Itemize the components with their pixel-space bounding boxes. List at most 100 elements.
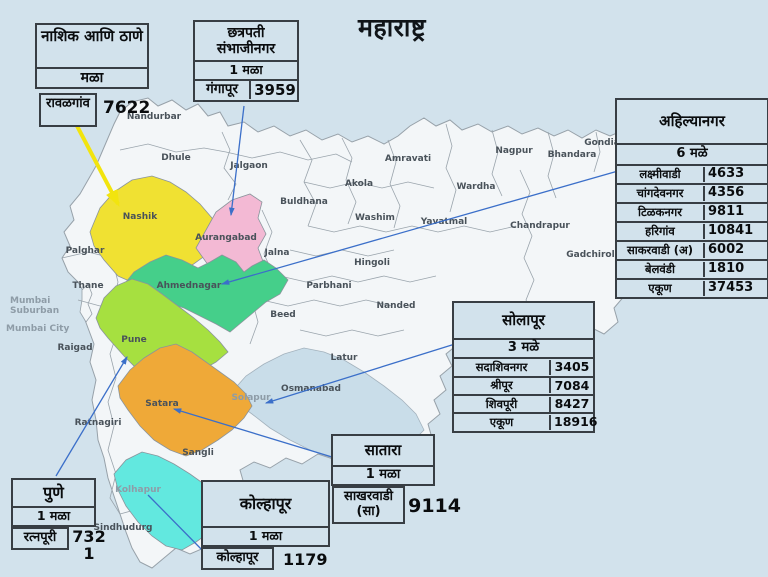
district-label-parbhani: Parbhani: [306, 281, 351, 291]
district-label-palghar: Palghar: [66, 246, 105, 256]
callout-kolhapur-row-value: 1179: [283, 549, 328, 569]
row-name: श्रीपूर: [454, 378, 551, 394]
callout-sambhajinagar-title: छत्रपती संभाजीनगर: [216, 25, 276, 58]
row-name: चांगदेवनगर: [617, 186, 705, 202]
district-label-bhandara: Bhandara: [548, 150, 597, 160]
row-name: हरिगांव: [617, 224, 705, 240]
callout-nashik-thane-row-value: 7622: [103, 98, 151, 119]
district-label-nanded: Nanded: [376, 301, 415, 311]
callout-nashik-thane-subtitle: मळा: [37, 67, 147, 87]
district-label-solapur: Solapur: [231, 393, 271, 403]
row-value: 1810: [708, 261, 745, 277]
district-label-aurangabad: Aurangabad: [195, 233, 257, 243]
district-label-pune: Pune: [121, 335, 147, 345]
district-label-yavatmal: Yavatmal: [420, 217, 468, 227]
district-label-hingoli: Hingoli: [354, 258, 390, 268]
callout-satara-subtitle: 1 मळा: [333, 465, 433, 484]
table-row: चांगदेवनगर 4356: [617, 183, 767, 202]
callout-solapur: सोलापूर 3 मळे सदाशिवनगर 3405 श्रीपूर 708…: [452, 301, 598, 433]
arrow-sambhajinagar: [229, 105, 245, 217]
table-row: एकूण 37453: [617, 278, 767, 297]
arrow-satara: [172, 408, 333, 458]
callout-kolhapur-title: कोल्हापूर: [239, 494, 292, 513]
callout-ahilyanagar: अहिल्यानगर 6 मळे लक्ष्मीवाडी 4633 चांगदे…: [615, 98, 768, 300]
district-label-raigad: Raigad: [57, 343, 92, 353]
callout-pune-row-value: 7321: [72, 526, 106, 563]
district-label-ratnagiri: Ratnagiri: [75, 418, 122, 428]
district-label-wardha: Wardha: [456, 182, 495, 192]
row-name: एकूण: [617, 281, 705, 297]
district-satara: [117, 343, 253, 457]
district-label-chandrapur: Chandrapur: [510, 221, 570, 231]
district-label-sindhudurg: Sindhudurg: [94, 523, 153, 533]
callout-ahilyanagar-title: अहिल्यानगर: [659, 112, 725, 130]
row-name: सदाशिवनगर: [454, 359, 551, 375]
arrow-solapur: [264, 343, 456, 404]
district-label-dhule: Dhule: [161, 153, 190, 163]
callout-nashik-thane: नाशिक आणि ठाणे मळा रावळगांव 7622: [35, 23, 181, 128]
row-value: 9811: [708, 204, 745, 220]
district-label-mumbai-city: Mumbai City: [6, 324, 69, 334]
district-label-nagpur: Nagpur: [495, 146, 533, 156]
callout-kolhapur-row-name: कोल्हापूर: [201, 546, 274, 570]
table-row: लक्ष्मीवाडी 4633: [617, 164, 767, 183]
row-value: 3959: [254, 80, 296, 99]
callout-satara-title: सातारा: [364, 441, 402, 459]
table-row: श्रीपूर 7084: [454, 375, 593, 394]
row-name: बेलवंडी: [617, 262, 705, 278]
callout-nashik-thane-title: नाशिक आणि ठाणे: [41, 27, 143, 45]
callout-satara-row-value: 9114: [408, 495, 461, 518]
callout-pune-subtitle: 1 मळा: [13, 506, 94, 524]
district-label-kolhapur: Kolhapur: [115, 485, 161, 495]
table-row: शिवपूरी 8427: [454, 393, 593, 412]
district-label-jalgaon: Jalgaon: [229, 161, 268, 171]
district-label-beed: Beed: [270, 310, 296, 320]
district-label-latur: Latur: [331, 353, 359, 363]
table-row: बेलवंडी 1810: [617, 259, 767, 278]
arrow-nashik-yellow: [74, 123, 120, 207]
callout-ahilyanagar-subtitle: 6 मळे: [617, 143, 767, 164]
district-label-satara: Satara: [145, 399, 178, 409]
callout-kolhapur: कोल्हापूर 1 मळा कोल्हापूर 1179: [201, 480, 333, 570]
district-label-gadchiroli: Gadchiroli: [566, 250, 618, 260]
district-label-thane: Thane: [72, 281, 103, 291]
row-name: एकूण: [454, 414, 551, 431]
row-name: साकरवाडी (अ): [617, 243, 705, 259]
callout-pune-title: पुणे: [43, 483, 64, 502]
row-value: 3405: [554, 359, 590, 375]
row-value: 6002: [708, 242, 745, 258]
row-value: 18916: [554, 414, 598, 430]
callout-kolhapur-subtitle: 1 मळा: [203, 526, 328, 544]
district-label-sangli: Sangli: [182, 448, 214, 458]
district-label-amravati: Amravati: [385, 154, 431, 164]
callout-satara-row-name: साखरवाडी (सा): [332, 486, 406, 525]
district-label-buldhana: Buldhana: [280, 197, 328, 207]
table-row: सदाशिवनगर 3405: [454, 357, 593, 375]
table-row: हरिगांव 10841: [617, 221, 767, 240]
row-name: शिवपूरी: [454, 396, 551, 412]
table-row: गंगापूर 3959: [195, 78, 297, 100]
callout-nashik-thane-row-name: रावळगांव: [39, 93, 97, 128]
table-row: साकरवाडी (अ) 6002: [617, 240, 767, 259]
callout-pune-row-name: रत्नपूरी: [11, 526, 69, 550]
district-label-jalna: Jalna: [264, 248, 290, 258]
row-name: टिळकनगर: [617, 205, 705, 221]
district-label-akola: Akola: [345, 179, 373, 189]
district-label-mumbai-suburban-1: Mumbai: [10, 296, 50, 306]
row-value: 8427: [554, 395, 590, 411]
row-value: 10841: [708, 223, 754, 239]
row-name: गंगापूर: [195, 81, 252, 99]
leader-arrows: [55, 105, 619, 555]
callout-solapur-subtitle: 3 मळे: [454, 338, 593, 357]
callout-sambhajinagar-subtitle: 1 मळा: [195, 60, 297, 78]
callout-sambhajinagar: छत्रपती संभाजीनगर 1 मळा गंगापूर 3959: [193, 20, 299, 102]
district-label-ahmednagar: Ahmednagar: [157, 281, 222, 291]
arrow-pune: [55, 355, 128, 477]
district-label-nashik: Nashik: [123, 212, 158, 222]
callout-pune: पुणे 1 मळा रत्नपूरी 7321: [11, 478, 143, 562]
row-name: लक्ष्मीवाडी: [617, 167, 705, 183]
district-solapur: [229, 347, 425, 463]
row-value: 4356: [708, 185, 745, 201]
district-label-mumbai-suburban-2: Suburban: [10, 306, 59, 316]
